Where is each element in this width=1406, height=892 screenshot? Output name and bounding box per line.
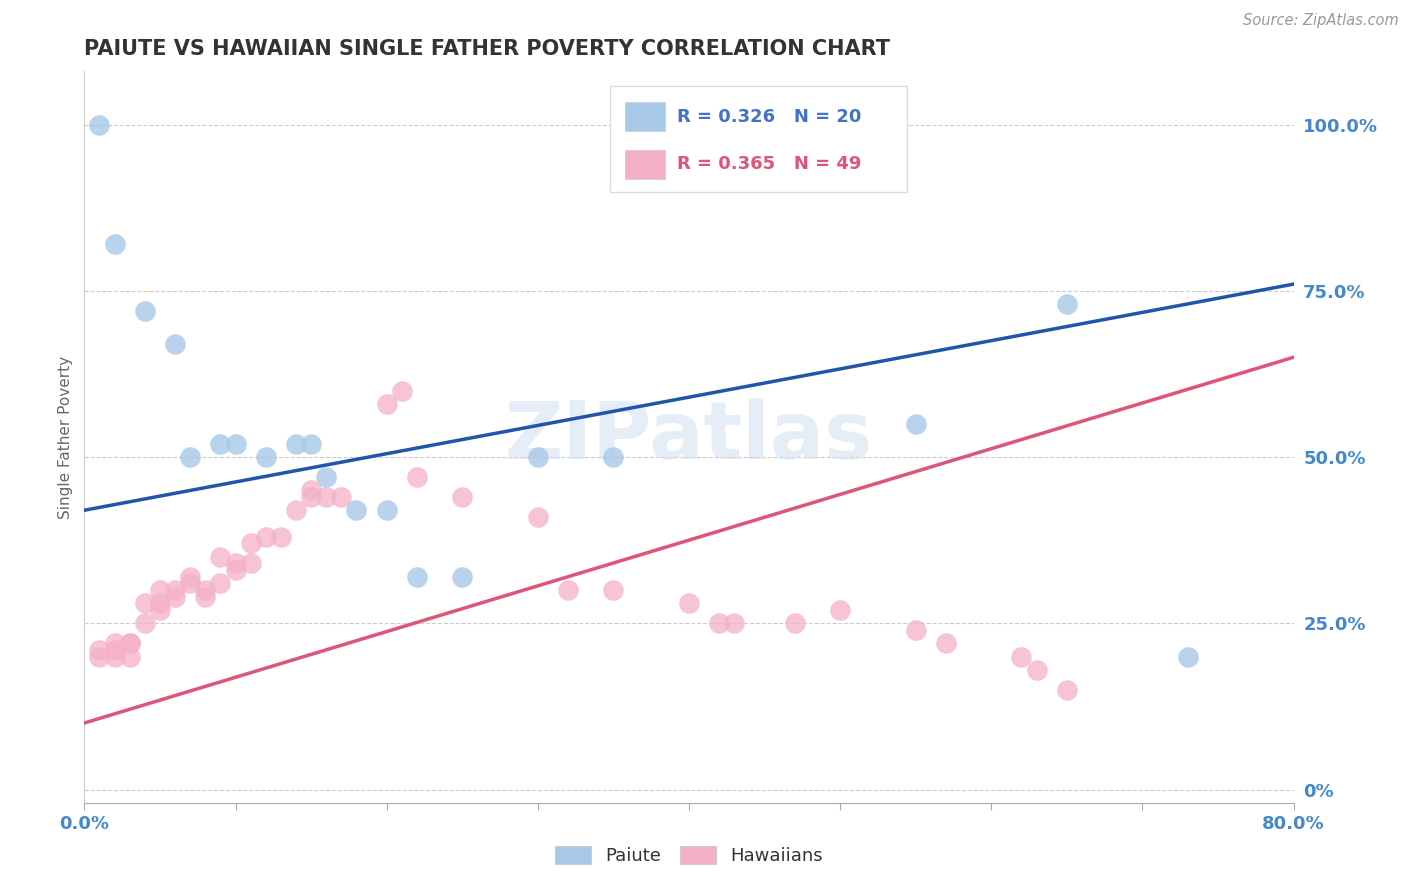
- Point: [375, 503, 398, 517]
- Point: [165, 582, 187, 597]
- Point: [118, 649, 141, 664]
- Point: [254, 450, 277, 464]
- Point: [904, 417, 927, 431]
- Point: [783, 616, 806, 631]
- Point: [149, 582, 172, 597]
- Point: [225, 563, 247, 577]
- Point: [104, 636, 127, 650]
- Point: [179, 576, 201, 591]
- Point: [194, 582, 217, 597]
- Point: [406, 570, 429, 584]
- Point: [935, 636, 957, 650]
- Point: [209, 436, 232, 450]
- Point: [118, 636, 141, 650]
- Point: [406, 470, 429, 484]
- Text: ZIPatlas: ZIPatlas: [505, 398, 873, 476]
- Point: [134, 303, 156, 318]
- Point: [149, 603, 172, 617]
- Point: [602, 582, 624, 597]
- Bar: [624, 102, 665, 131]
- Point: [254, 530, 277, 544]
- Point: [225, 557, 247, 571]
- Point: [346, 503, 368, 517]
- Point: [270, 530, 292, 544]
- Point: [285, 436, 308, 450]
- Point: [89, 649, 111, 664]
- Point: [527, 450, 550, 464]
- Point: [225, 436, 247, 450]
- Bar: [624, 150, 665, 179]
- Point: [209, 549, 232, 564]
- Point: [299, 490, 322, 504]
- Point: [830, 603, 852, 617]
- Point: [118, 636, 141, 650]
- Point: [165, 590, 187, 604]
- Point: [709, 616, 731, 631]
- Point: [104, 643, 127, 657]
- Point: [209, 576, 232, 591]
- Legend: Paiute, Hawaiians: Paiute, Hawaiians: [548, 838, 830, 872]
- Point: [1177, 649, 1199, 664]
- Point: [723, 616, 745, 631]
- Point: [149, 596, 172, 610]
- Point: [1025, 663, 1047, 677]
- Point: [1011, 649, 1033, 664]
- Point: [89, 643, 111, 657]
- Point: [104, 649, 127, 664]
- Point: [1056, 297, 1078, 311]
- Point: [315, 470, 337, 484]
- Point: [179, 570, 201, 584]
- Point: [1056, 682, 1078, 697]
- Text: Source: ZipAtlas.com: Source: ZipAtlas.com: [1243, 13, 1399, 29]
- FancyBboxPatch shape: [610, 86, 907, 192]
- Text: PAIUTE VS HAWAIIAN SINGLE FATHER POVERTY CORRELATION CHART: PAIUTE VS HAWAIIAN SINGLE FATHER POVERTY…: [84, 38, 890, 59]
- Point: [239, 536, 262, 550]
- Point: [134, 616, 156, 631]
- Point: [451, 490, 474, 504]
- Point: [104, 237, 127, 252]
- Point: [285, 503, 308, 517]
- Point: [602, 450, 624, 464]
- Text: R = 0.365   N = 49: R = 0.365 N = 49: [676, 155, 862, 173]
- Point: [315, 490, 337, 504]
- Point: [194, 590, 217, 604]
- Point: [239, 557, 262, 571]
- Point: [330, 490, 353, 504]
- Point: [165, 337, 187, 351]
- Point: [451, 570, 474, 584]
- Point: [299, 483, 322, 498]
- Y-axis label: Single Father Poverty: Single Father Poverty: [58, 356, 73, 518]
- Point: [89, 118, 111, 132]
- Text: R = 0.326   N = 20: R = 0.326 N = 20: [676, 108, 862, 126]
- Point: [557, 582, 579, 597]
- Point: [904, 623, 927, 637]
- Point: [134, 596, 156, 610]
- Point: [299, 436, 322, 450]
- Point: [179, 450, 201, 464]
- Point: [391, 384, 413, 398]
- Point: [375, 397, 398, 411]
- Point: [678, 596, 700, 610]
- Point: [527, 509, 550, 524]
